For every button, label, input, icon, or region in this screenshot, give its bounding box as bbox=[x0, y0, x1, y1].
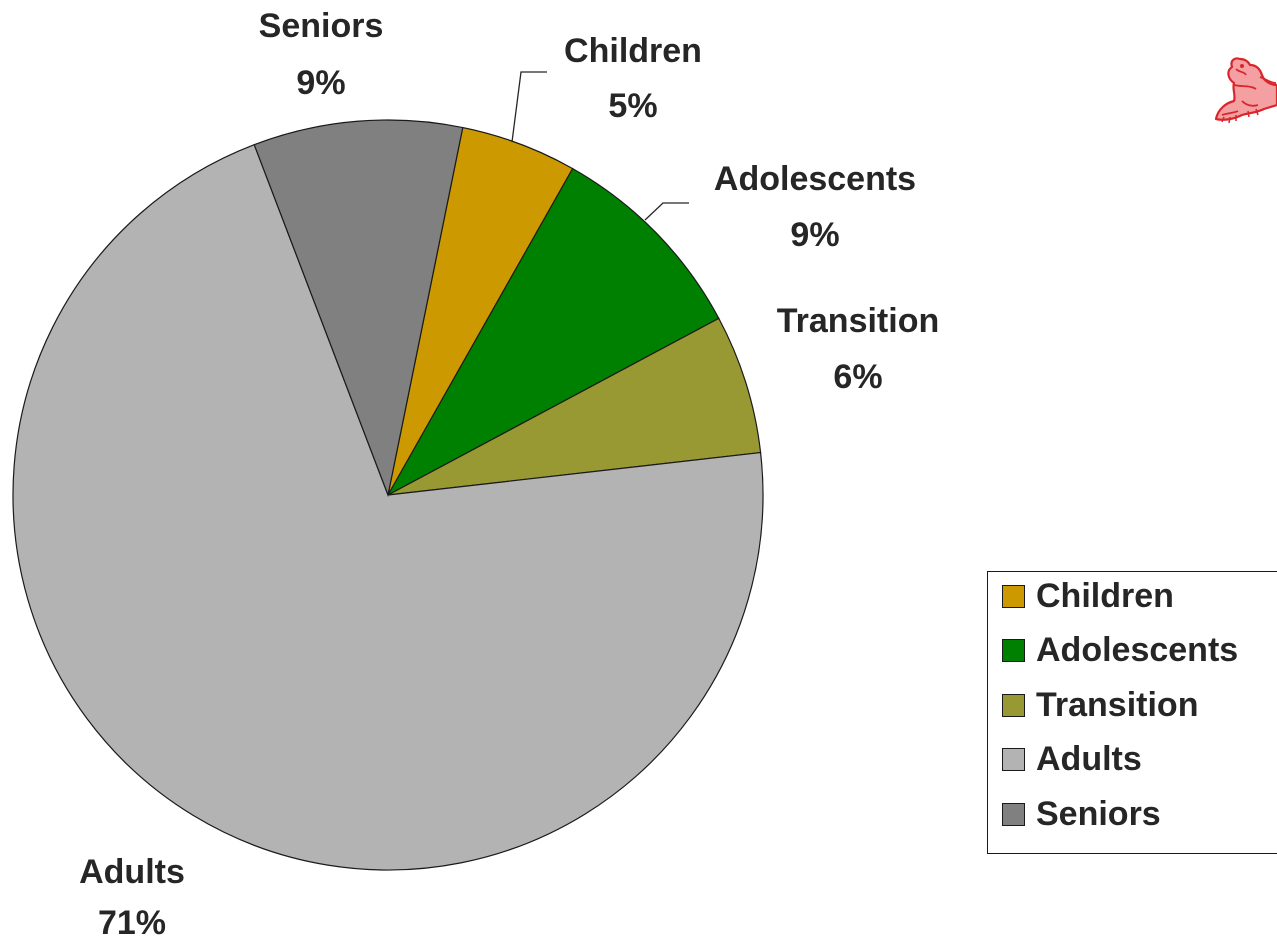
pie-slice-adults bbox=[12, 143, 764, 871]
legend-label-transition: Transition bbox=[1036, 686, 1199, 724]
data-label-transition-pct: 6% bbox=[833, 358, 882, 396]
legend-swatch-children bbox=[1002, 584, 1025, 608]
red-mascot-icon bbox=[1214, 57, 1277, 124]
legend-item-adolescents: Adolescents bbox=[1002, 630, 1238, 670]
pie-slice-adolescents bbox=[386, 167, 720, 497]
leader-lines bbox=[511, 71, 689, 221]
data-label-seniors-name: Seniors bbox=[259, 7, 384, 45]
pie-slice-seniors bbox=[253, 119, 464, 498]
legend-label-adolescents: Adolescents bbox=[1036, 631, 1239, 669]
data-label-adults-name: Adults bbox=[79, 853, 185, 891]
legend-label-adults: Adults bbox=[1036, 740, 1142, 778]
legend-item-seniors: Seniors bbox=[1002, 794, 1161, 834]
data-label-children-name: Children bbox=[564, 32, 702, 70]
data-label-adolescents-name: Adolescents bbox=[714, 160, 916, 198]
leader-line-children bbox=[511, 71, 547, 143]
pie-slices bbox=[12, 119, 764, 871]
data-label-transition-name: Transition bbox=[777, 302, 939, 340]
pie-slice-transition bbox=[387, 317, 762, 496]
legend: Children Adolescents Transition Adults S… bbox=[987, 571, 1277, 854]
data-label-adults-pct: 71% bbox=[98, 904, 166, 942]
legend-label-seniors: Seniors bbox=[1036, 795, 1161, 833]
leader-line-adolescents bbox=[644, 202, 689, 221]
data-labels: Seniors 9% Children 5% Adolescents 9% Tr… bbox=[79, 7, 939, 942]
mascot-logo bbox=[1212, 55, 1277, 130]
legend-swatch-transition bbox=[1002, 693, 1025, 717]
data-label-seniors-pct: 9% bbox=[296, 64, 345, 102]
legend-swatch-adolescents bbox=[1002, 638, 1025, 662]
legend-swatch-seniors bbox=[1002, 802, 1025, 826]
legend-item-transition: Transition bbox=[1002, 685, 1198, 725]
data-label-children-pct: 5% bbox=[608, 87, 657, 125]
legend-swatch-adults bbox=[1002, 747, 1025, 771]
legend-item-children: Children bbox=[1002, 576, 1174, 616]
data-label-adolescents-pct: 9% bbox=[790, 216, 839, 254]
legend-label-children: Children bbox=[1036, 577, 1174, 615]
legend-item-adults: Adults bbox=[1002, 739, 1142, 779]
